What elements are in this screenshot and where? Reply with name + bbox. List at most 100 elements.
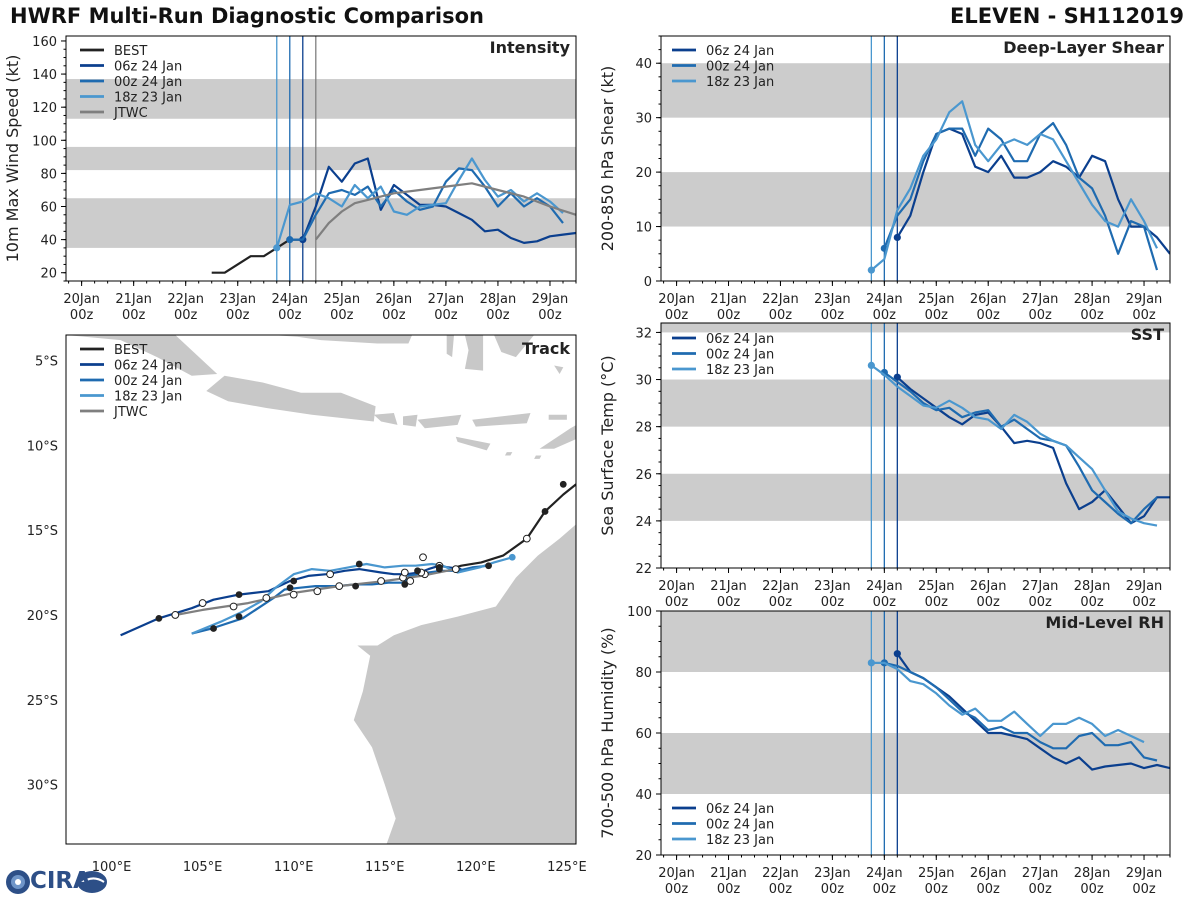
series-line-run1: [301, 157, 576, 244]
x-tick-label-hour: 00z: [122, 308, 146, 323]
y-axis-label: 10m Max Wind Speed (kt): [3, 55, 22, 263]
y-axis-label: 700-500 hPa Humidity (%): [598, 627, 617, 838]
legend-label: 18z 23 Jan: [706, 363, 774, 378]
track-point-run1: [290, 577, 298, 585]
sumbawa-island: [417, 414, 462, 429]
track-point-run1: [355, 560, 363, 568]
legend-label: 18z 23 Jan: [706, 75, 774, 90]
track-point-run1: [155, 614, 163, 622]
intensity-panel: 2040608010012014016020Jan00z21Jan00z22Ja…: [3, 35, 577, 323]
x-tick-label-hour: 00z: [873, 595, 897, 610]
x-tick-label-day: 22Jan: [762, 292, 799, 307]
y-tick-label: 80: [635, 666, 652, 681]
legend-label: 06z 24 Jan: [114, 60, 182, 75]
borneo-island: [271, 335, 413, 344]
series-line-run3: [871, 661, 1145, 744]
x-tick-label-day: 22Jan: [762, 866, 799, 881]
y-tick-label: 30: [635, 374, 652, 389]
x-tick-label-hour: 00z: [486, 308, 510, 323]
shaded-band: [661, 733, 1170, 794]
legend-label: 00z 24 Jan: [706, 818, 774, 833]
panel-title: Intensity: [490, 38, 571, 57]
lon-tick-label: 105°E: [183, 860, 223, 875]
x-tick-label-hour: 00z: [717, 882, 741, 897]
x-tick-label-day: 29Jan: [532, 292, 569, 307]
x-tick-label-day: 24Jan: [866, 866, 903, 881]
series-start-marker: [867, 361, 875, 370]
x-tick-label-hour: 00z: [925, 308, 949, 323]
x-tick-label-day: 20Jan: [658, 579, 695, 594]
lat-tick-label: 25°S: [27, 694, 58, 709]
x-tick-label-hour: 00z: [769, 308, 793, 323]
x-tick-label-hour: 00z: [769, 882, 793, 897]
shaded-band: [661, 63, 1170, 118]
legend-label: 06z 24 Jan: [706, 802, 774, 817]
x-tick-label-day: 26Jan: [970, 292, 1007, 307]
lon-tick-label: 125°E: [547, 860, 587, 875]
x-tick-label-hour: 00z: [1028, 308, 1052, 323]
sulawesi-west-coast: [446, 335, 454, 358]
x-tick-label-day: 20Jan: [63, 292, 100, 307]
shaded-band: [66, 79, 576, 119]
sst-panel: 22242628303220Jan00z21Jan00z22Jan00z23Ja…: [598, 322, 1171, 610]
x-tick-label-day: 20Jan: [658, 866, 695, 881]
series-group: [867, 650, 1170, 771]
timor-island: [539, 425, 576, 449]
panel-title: Deep-Layer Shear: [1003, 38, 1164, 57]
track-point-jtwc: [522, 534, 531, 543]
sumatra-island: [66, 335, 218, 376]
x-tick-label-hour: 00z: [330, 308, 354, 323]
shaded-band: [661, 611, 1170, 672]
y-tick-label: 140: [32, 68, 57, 83]
alor-island: [548, 414, 567, 420]
sawu-island: [505, 452, 513, 456]
y-tick-label: 20: [635, 849, 652, 864]
series-start-marker: [867, 266, 875, 274]
x-tick-label-hour: 00z: [1132, 882, 1156, 897]
x-tick-label-hour: 00z: [1028, 882, 1052, 897]
rh-panel: 2040608010020Jan00z21Jan00z22Jan00z23Jan…: [598, 605, 1171, 897]
y-tick-label: 60: [40, 201, 57, 216]
x-tick-label-day: 21Jan: [710, 866, 747, 881]
x-tick-label-hour: 00z: [977, 308, 1001, 323]
x-tick-label-hour: 00z: [1028, 595, 1052, 610]
series-start-marker: [286, 236, 294, 244]
lat-tick-label: 30°S: [27, 779, 58, 794]
track-point-jtwc: [326, 570, 335, 579]
x-tick-label-hour: 00z: [821, 595, 845, 610]
y-tick-label: 40: [635, 57, 652, 72]
y-tick-label: 10: [635, 221, 652, 236]
track-point-run3: [508, 553, 516, 561]
lat-tick-label: 10°S: [27, 439, 58, 454]
series-line-run2: [884, 661, 1158, 762]
x-tick-label-hour: 00z: [1080, 882, 1104, 897]
x-tick-label-day: 23Jan: [814, 579, 851, 594]
x-tick-label-hour: 00z: [717, 595, 741, 610]
y-tick-label: 60: [635, 727, 652, 742]
x-tick-label-hour: 00z: [821, 882, 845, 897]
x-tick-label-hour: 00z: [278, 308, 302, 323]
y-tick-label: 100: [32, 134, 57, 149]
lon-tick-label: 110°E: [274, 860, 314, 875]
y-tick-label: 32: [635, 326, 652, 341]
legend-label: 00z 24 Jan: [706, 348, 774, 363]
x-tick-label-day: 27Jan: [1022, 292, 1059, 307]
legend-label: JTWC: [113, 405, 148, 420]
track-point-best: [541, 508, 549, 515]
x-tick-label-hour: 00z: [925, 595, 949, 610]
series-start-marker: [893, 373, 901, 381]
x-tick-label-day: 25Jan: [918, 579, 955, 594]
legend-label: JTWC: [113, 106, 148, 121]
x-tick-label-hour: 00z: [434, 308, 458, 323]
legend-label: BEST: [114, 44, 147, 59]
legend-label: BEST: [114, 343, 147, 358]
australia-landmass: [353, 524, 576, 844]
x-tick-label-day: 25Jan: [918, 866, 955, 881]
track-point-jtwc: [313, 587, 322, 596]
track-point-jtwc: [335, 582, 344, 591]
series-line-run1: [896, 653, 1170, 771]
x-tick-label-hour: 00z: [665, 882, 689, 897]
x-tick-label-day: 29Jan: [1126, 866, 1163, 881]
x-tick-label-day: 26Jan: [970, 866, 1007, 881]
x-tick-label-hour: 00z: [769, 595, 793, 610]
